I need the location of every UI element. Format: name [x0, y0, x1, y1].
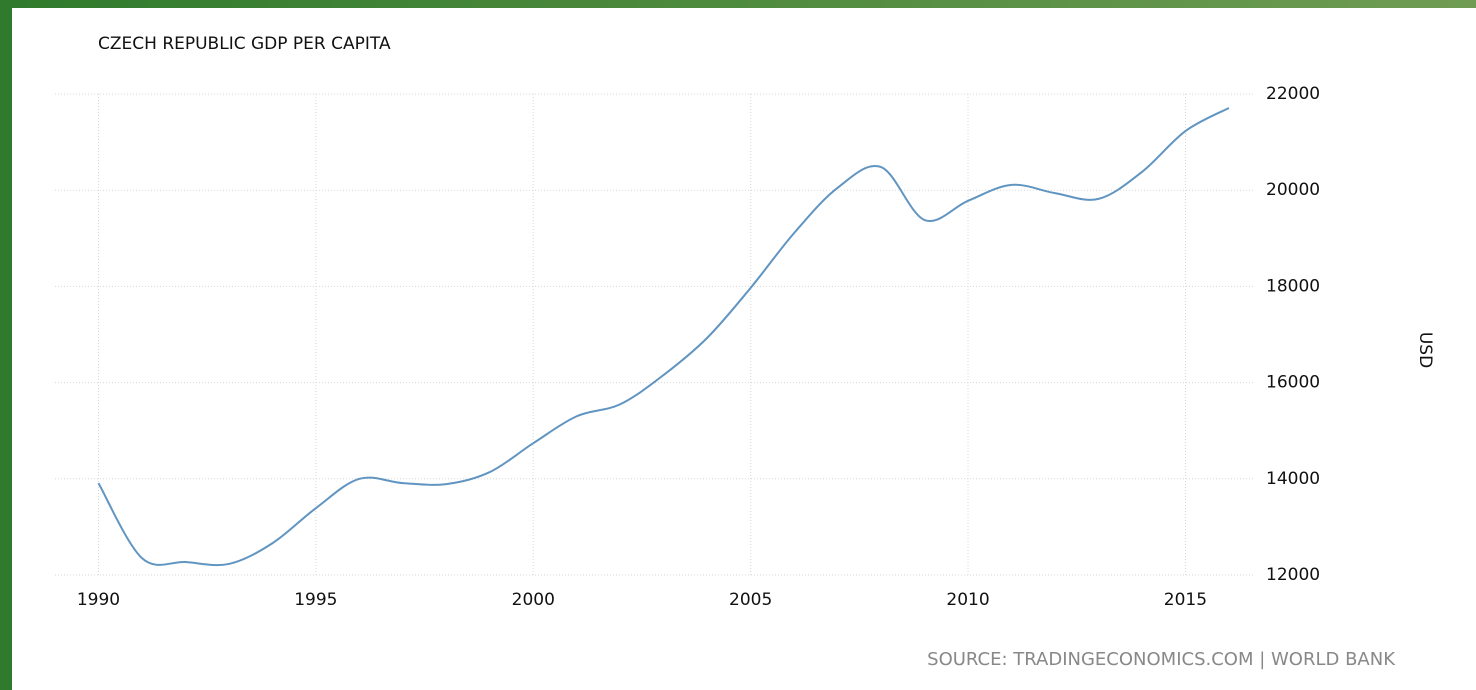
- data-line: [97, 107, 1230, 567]
- y-tick-label: 14000: [1266, 469, 1320, 489]
- y-tick-label: 16000: [1266, 373, 1320, 393]
- left-bar: [0, 0, 12, 690]
- y-axis-label: USD: [1415, 332, 1435, 368]
- x-tick-label: 1990: [77, 590, 120, 610]
- top-bar: [0, 0, 1476, 8]
- y-tick-label: 20000: [1266, 180, 1320, 200]
- x-tick-label: 1995: [294, 590, 337, 610]
- x-tick-label: 2000: [512, 590, 555, 610]
- chart-title: CZECH REPUBLIC GDP PER CAPITA: [98, 34, 391, 54]
- y-tick-label: 22000: [1266, 84, 1320, 104]
- y-tick-label: 12000: [1266, 565, 1320, 585]
- x-tick-label: 2010: [946, 590, 989, 610]
- y-tick-label: 18000: [1266, 276, 1320, 296]
- x-tick-label: 2005: [729, 590, 772, 610]
- x-tick-label: 2015: [1164, 590, 1207, 610]
- source: SOURCE: TRADINGECONOMICS.COM | WORLD BAN…: [927, 649, 1396, 670]
